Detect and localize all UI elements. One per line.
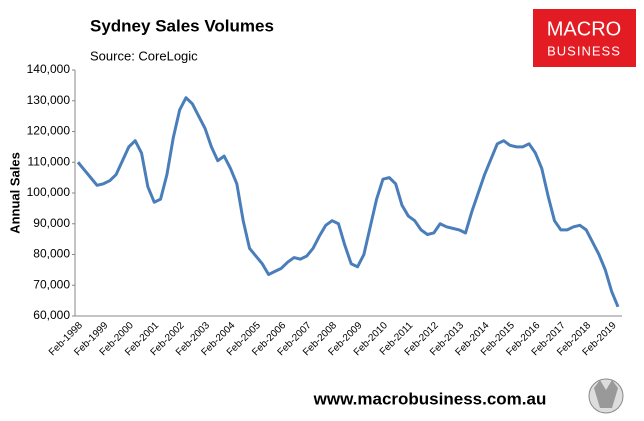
line-series	[76, 96, 620, 308]
y-tick-label: 80,000	[33, 247, 70, 261]
y-tick-label: 140,000	[27, 62, 71, 76]
y-tick-label: 100,000	[27, 185, 71, 199]
icon-wolf	[594, 380, 618, 408]
chart-subtitle: Source: CoreLogic	[90, 48, 198, 63]
wolf-icon	[588, 378, 624, 414]
logo-box	[533, 9, 636, 67]
y-tick-label: 60,000	[33, 308, 70, 322]
y-tick-label: 70,000	[33, 277, 70, 291]
y-axis-label: Annual Sales	[7, 152, 22, 234]
y-tick-label: 90,000	[33, 216, 70, 230]
y-tick-label: 120,000	[27, 124, 71, 138]
y-tick-label: 110,000	[28, 154, 71, 168]
logo: MACRO BUSINESS	[533, 9, 636, 67]
website: www.macrobusiness.com.au	[313, 389, 547, 408]
logo-top: MACRO	[547, 18, 621, 40]
chart-title: Sydney Sales Volumes	[90, 16, 274, 35]
y-tick-label: 130,000	[27, 93, 71, 107]
logo-bottom: BUSINESS	[547, 43, 621, 58]
